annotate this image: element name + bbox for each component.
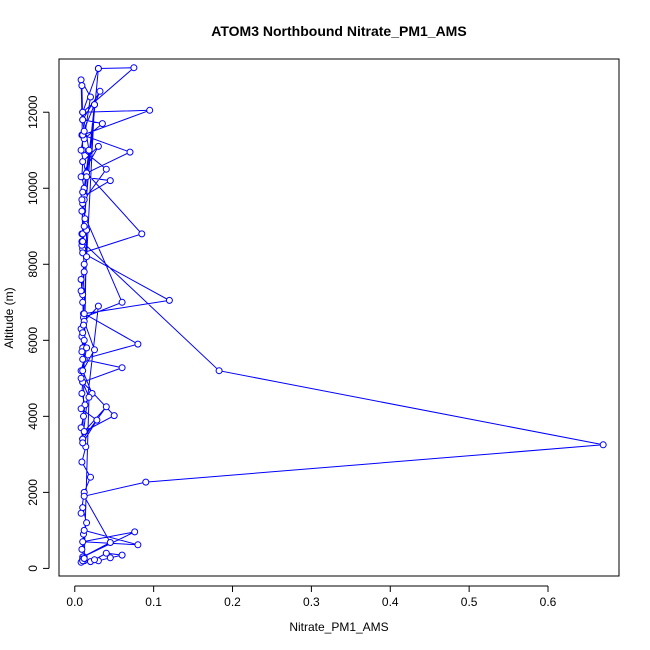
- data-point: [77, 146, 85, 154]
- data-point: [80, 526, 88, 534]
- y-tick-label: 6000: [26, 327, 40, 354]
- data-point: [78, 196, 86, 204]
- data-point: [102, 549, 110, 557]
- data-point: [79, 504, 87, 512]
- data-point: [599, 441, 607, 449]
- data-point: [118, 298, 126, 306]
- data-point: [79, 188, 87, 196]
- x-axis-label: Nitrate_PM1_AMS: [289, 620, 388, 634]
- data-point: [106, 554, 114, 562]
- y-tick-label: 4000: [26, 403, 40, 430]
- data-point: [83, 173, 91, 181]
- data-point: [80, 222, 88, 230]
- x-tick-label: 0.6: [540, 595, 557, 609]
- y-axis-label: Altitude (m): [2, 287, 16, 348]
- chart-title: ATOM3 Northbound Nitrate_PM1_AMS: [211, 23, 466, 39]
- data-point: [80, 260, 88, 268]
- data-point: [83, 519, 91, 527]
- data-point: [78, 390, 86, 397]
- data-point: [81, 215, 89, 223]
- data-point: [138, 230, 146, 238]
- data-point: [79, 329, 87, 337]
- data-point: [77, 287, 85, 295]
- data-point: [80, 428, 88, 435]
- data-point: [91, 556, 98, 564]
- data-point: [130, 64, 138, 72]
- x-tick-label: 0.0: [66, 595, 83, 609]
- y-tick-label: 2000: [26, 479, 40, 506]
- data-point: [87, 473, 94, 481]
- data-point: [80, 310, 88, 318]
- data-point: [79, 298, 87, 306]
- data-point: [94, 65, 102, 72]
- data-point: [80, 268, 88, 276]
- data-point: [77, 509, 85, 517]
- y-axis: 0 2000 4000 6000 8000 10000 12000: [26, 95, 50, 572]
- data-point: [79, 355, 87, 363]
- data-point: [79, 439, 87, 447]
- data-point: [134, 541, 142, 549]
- data-point: [126, 148, 134, 156]
- data-point: [80, 336, 88, 344]
- y-tick-label: 10000: [26, 171, 40, 205]
- data-point: [77, 76, 85, 84]
- data-point: [215, 367, 223, 375]
- data-point: [98, 120, 106, 128]
- data-point: [165, 296, 173, 304]
- y-tick-label: 12000: [26, 95, 40, 129]
- x-axis: 0.0 0.1 0.2 0.3 0.4 0.5 0.6: [66, 585, 557, 609]
- data-point: [110, 412, 118, 420]
- plot-frame: [58, 58, 620, 577]
- data-point: [102, 165, 110, 173]
- x-tick-label: 0.3: [303, 595, 320, 609]
- data-point: [77, 374, 85, 382]
- data-point: [79, 238, 87, 245]
- data-point: [93, 416, 101, 424]
- data-point: [83, 344, 91, 352]
- data-point: [85, 146, 93, 154]
- data-point: [106, 539, 114, 546]
- data-point: [78, 207, 86, 215]
- data-point: [146, 106, 154, 114]
- data-point: [134, 340, 142, 348]
- data-point: [91, 101, 98, 109]
- data-point: [91, 346, 98, 354]
- y-tick-label: 8000: [26, 251, 40, 278]
- x-tick-label: 0.5: [461, 595, 478, 609]
- x-tick-label: 0.2: [224, 595, 241, 609]
- data-point: [102, 403, 110, 411]
- data-point: [83, 253, 91, 261]
- data-point: [106, 177, 114, 185]
- x-tick-label: 0.1: [145, 595, 162, 609]
- data-point: [96, 87, 104, 95]
- data-point: [142, 478, 150, 486]
- data-point: [118, 364, 126, 372]
- data-point: [78, 545, 86, 553]
- data-point: [79, 538, 87, 546]
- data-point: [80, 492, 88, 500]
- data-point: [78, 458, 86, 466]
- series-layer: [77, 64, 607, 566]
- x-tick-label: 0.4: [382, 595, 399, 609]
- data-point: [77, 276, 85, 283]
- data-point: [80, 321, 87, 329]
- data-point: [131, 528, 139, 536]
- data-point: [79, 116, 87, 124]
- data-point: [94, 302, 102, 310]
- data-point: [78, 348, 86, 356]
- data-point: [87, 93, 94, 101]
- data-point: [85, 393, 93, 401]
- data-point: [80, 127, 88, 135]
- y-tick-label: 0: [26, 565, 40, 572]
- data-point: [94, 142, 102, 150]
- data-point: [118, 551, 126, 559]
- data-point: [77, 405, 85, 413]
- data-point: [80, 555, 88, 562]
- data-point: [79, 367, 87, 375]
- data-point: [78, 82, 86, 90]
- data-point: [79, 158, 87, 166]
- data-point: [80, 412, 87, 420]
- data-point: [79, 108, 87, 116]
